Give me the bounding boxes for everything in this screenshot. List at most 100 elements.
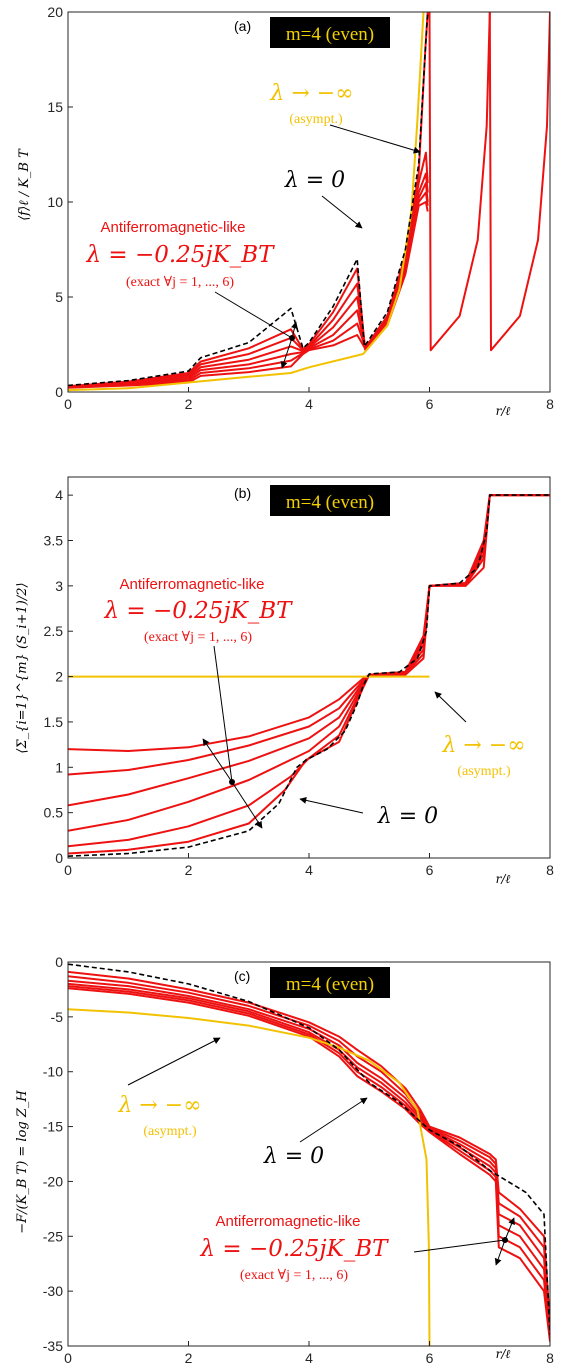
panel-b-ylabel: ⟨Σ_{i=1}^{m} (S_i+1)/2⟩	[15, 582, 30, 753]
panel-b-annot-red-sub: (exact ∀j = 1, ..., 6)	[144, 630, 252, 645]
panel-c: 0 2 4 6 8 0 -5 -10 -15 -20 -25 -30 -35 (c) m=4 (even…	[15, 954, 554, 1364]
panel-a-xtick-label: 8	[546, 396, 554, 412]
panel-c-series-5-red	[68, 982, 550, 1338]
panel-a-ylabel: ⟨f⟩ℓ / K_B T	[17, 148, 32, 221]
panel-a: 0 2 4 6 8 0 5 10 15 20 (a) m=4 (even) ⟨f⟩ℓ / K_B …	[17, 4, 554, 418]
panel-c-annot-red-sub: (exact ∀j = 1, ..., 6)	[240, 1268, 348, 1283]
panel-a-annot-yellow: λ → −∞	[269, 81, 353, 106]
panel-c-xtick-label: 8	[546, 1350, 554, 1364]
panel-b-annot-black: λ = 0	[377, 804, 438, 829]
panel-a-badge	[270, 17, 390, 48]
panel-a-ytick-label: 15	[47, 99, 63, 115]
panel-b-xtick-label: 6	[426, 862, 434, 878]
panel-b-annot-yellow-sub: (asympt.)	[457, 764, 511, 779]
panel-a-badge-text: m=4 (even)	[286, 24, 374, 45]
panel-b-ytick-label: 3.5	[44, 533, 64, 549]
panel-a-series-7-red	[68, 201, 429, 389]
panel-c-ytick-label: -35	[43, 1338, 63, 1354]
panel-c-ytick-label: -15	[43, 1119, 63, 1135]
panel-b-series-6-red	[68, 494, 550, 848]
panel-b-label: (b)	[234, 485, 251, 501]
panel-a-axes-box	[67, 11, 551, 393]
panel-a-series-3-red	[68, 151, 429, 388]
panel-b-arrow-red-up	[202, 738, 233, 783]
panel-c-arrow-yellow	[127, 1037, 221, 1086]
panel-c-series-7-red	[68, 987, 550, 1342]
panel-c-arrow-red-up	[504, 1217, 515, 1241]
panel-a-arrow-yellow	[329, 124, 421, 154]
panel-c-ylabel: −F/(K_B T) = log Z_H	[15, 1090, 30, 1234]
panel-b-annot-red-math: λ = −0.25jK_BT	[103, 598, 293, 624]
panel-b-xtick-label: 8	[546, 862, 554, 878]
panel-a-xtick-label: 6	[426, 396, 434, 412]
panel-a-arrow-red-down	[280, 337, 293, 369]
panel-a-plot	[68, 12, 550, 392]
panel-a-label: (a)	[234, 18, 251, 34]
panel-a-xtick-label: 0	[64, 396, 72, 412]
panel-c-arrow-red	[413, 1239, 506, 1253]
panel-b-series-7-red	[68, 494, 550, 855]
panel-b-arrow-red	[213, 645, 233, 783]
panel-c-ytick-label: -30	[43, 1283, 63, 1299]
panel-c-ticks: 0 2 4 6 8 0 -5 -10 -15 -20 -25 -30 -35	[43, 954, 554, 1364]
panel-a-ytick-label: 5	[55, 289, 63, 305]
panel-c-annot-red-math: λ = −0.25jK_BT	[199, 1236, 389, 1262]
panel-a-annot-red-math: λ = −0.25jK_BT	[85, 242, 275, 268]
panel-a-ytick-label: 10	[47, 194, 63, 210]
panel-a-ytick-label: 0	[55, 384, 63, 400]
panel-c-series-4-red	[68, 979, 550, 1336]
panel-c-plot	[68, 963, 550, 1346]
panel-c-xlabel: r/ℓ	[496, 1347, 511, 1361]
panel-a-annot-yellow-sub: (asympt.)	[289, 112, 343, 127]
panel-b-xlabel: r/ℓ	[496, 872, 511, 886]
panel-c-badge	[270, 967, 390, 998]
panel-b-plot	[68, 494, 550, 857]
panel-c-arrow-black	[299, 1097, 368, 1143]
panel-c-series-1-black	[68, 963, 550, 1336]
panel-b-ytick-label: 3	[55, 578, 63, 594]
panel-c-series-0-yellow	[68, 1008, 431, 1346]
panel-b-arrow-yellow	[434, 691, 467, 723]
panel-a-series-9-red	[488, 12, 550, 352]
panel-b-series-5-red	[68, 494, 550, 832]
panel-a-series-1-yellow	[68, 12, 425, 392]
panel-a-xtick-label: 4	[305, 396, 313, 412]
panel-c-annot-red-title: Antiferromagnetic-like	[215, 1213, 360, 1230]
panel-b-ytick-label: 0.5	[44, 805, 64, 821]
panel-a-arrow-red	[214, 291, 293, 339]
panel-a-series-5-red	[68, 182, 429, 389]
panel-c-series-2-red	[68, 970, 550, 1325]
panel-b-xtick-label: 0	[64, 862, 72, 878]
panel-c-annot-black: λ = 0	[263, 1144, 324, 1169]
panel-c-badge-text: m=4 (even)	[286, 974, 374, 995]
panel-c-arrow-red-down	[494, 1239, 506, 1266]
panel-a-xtick-label: 2	[185, 396, 193, 412]
panel-c-annot-yellow-sub: (asympt.)	[143, 1124, 197, 1139]
panel-b-ytick-label: 1	[55, 759, 63, 775]
panel-b-annot-red-title: Antiferromagnetic-like	[119, 576, 264, 593]
panel-c-ytick-label: -25	[43, 1228, 63, 1244]
panel-b-ytick-label: 2	[55, 669, 63, 685]
panel-c-ytick-label: -10	[43, 1064, 63, 1080]
panel-a-arrow-black	[321, 195, 363, 229]
panel-a-series-0-black	[68, 12, 429, 387]
panel-c-xtick-label: 4	[305, 1350, 313, 1364]
panel-b-ytick-label: 0	[55, 850, 63, 866]
panel-c-ytick-label: -20	[43, 1173, 63, 1189]
panel-c-xtick-label: 6	[426, 1350, 434, 1364]
panel-b: 0 2 4 6 8 0 0.5 1 1.5 2 2.5 3 3.5 4 (b) m=4 (even) ⟨Σ…	[15, 476, 555, 886]
panel-b-ticks: 0 2 4 6 8 0 0.5 1 1.5 2 2.5 3 3.5 4	[44, 487, 555, 878]
panel-c-annot-yellow: λ → −∞	[117, 1093, 201, 1118]
panel-b-ytick-label: 2.5	[44, 623, 64, 639]
panel-b-badge	[270, 485, 390, 516]
panel-c-ytick-label: 0	[55, 954, 63, 970]
panel-c-xtick-label: 2	[185, 1350, 193, 1364]
panel-c-label: (c)	[234, 968, 250, 984]
panel-a-annot-black: λ = 0	[284, 168, 345, 193]
panel-a-series-2-red	[68, 12, 429, 388]
panel-b-ytick-label: 4	[55, 487, 63, 503]
panel-a-xlabel: r/ℓ	[496, 404, 511, 418]
panel-a-annot-red-title: Antiferromagnetic-like	[100, 219, 245, 236]
panel-a-series-8-red	[428, 12, 491, 352]
